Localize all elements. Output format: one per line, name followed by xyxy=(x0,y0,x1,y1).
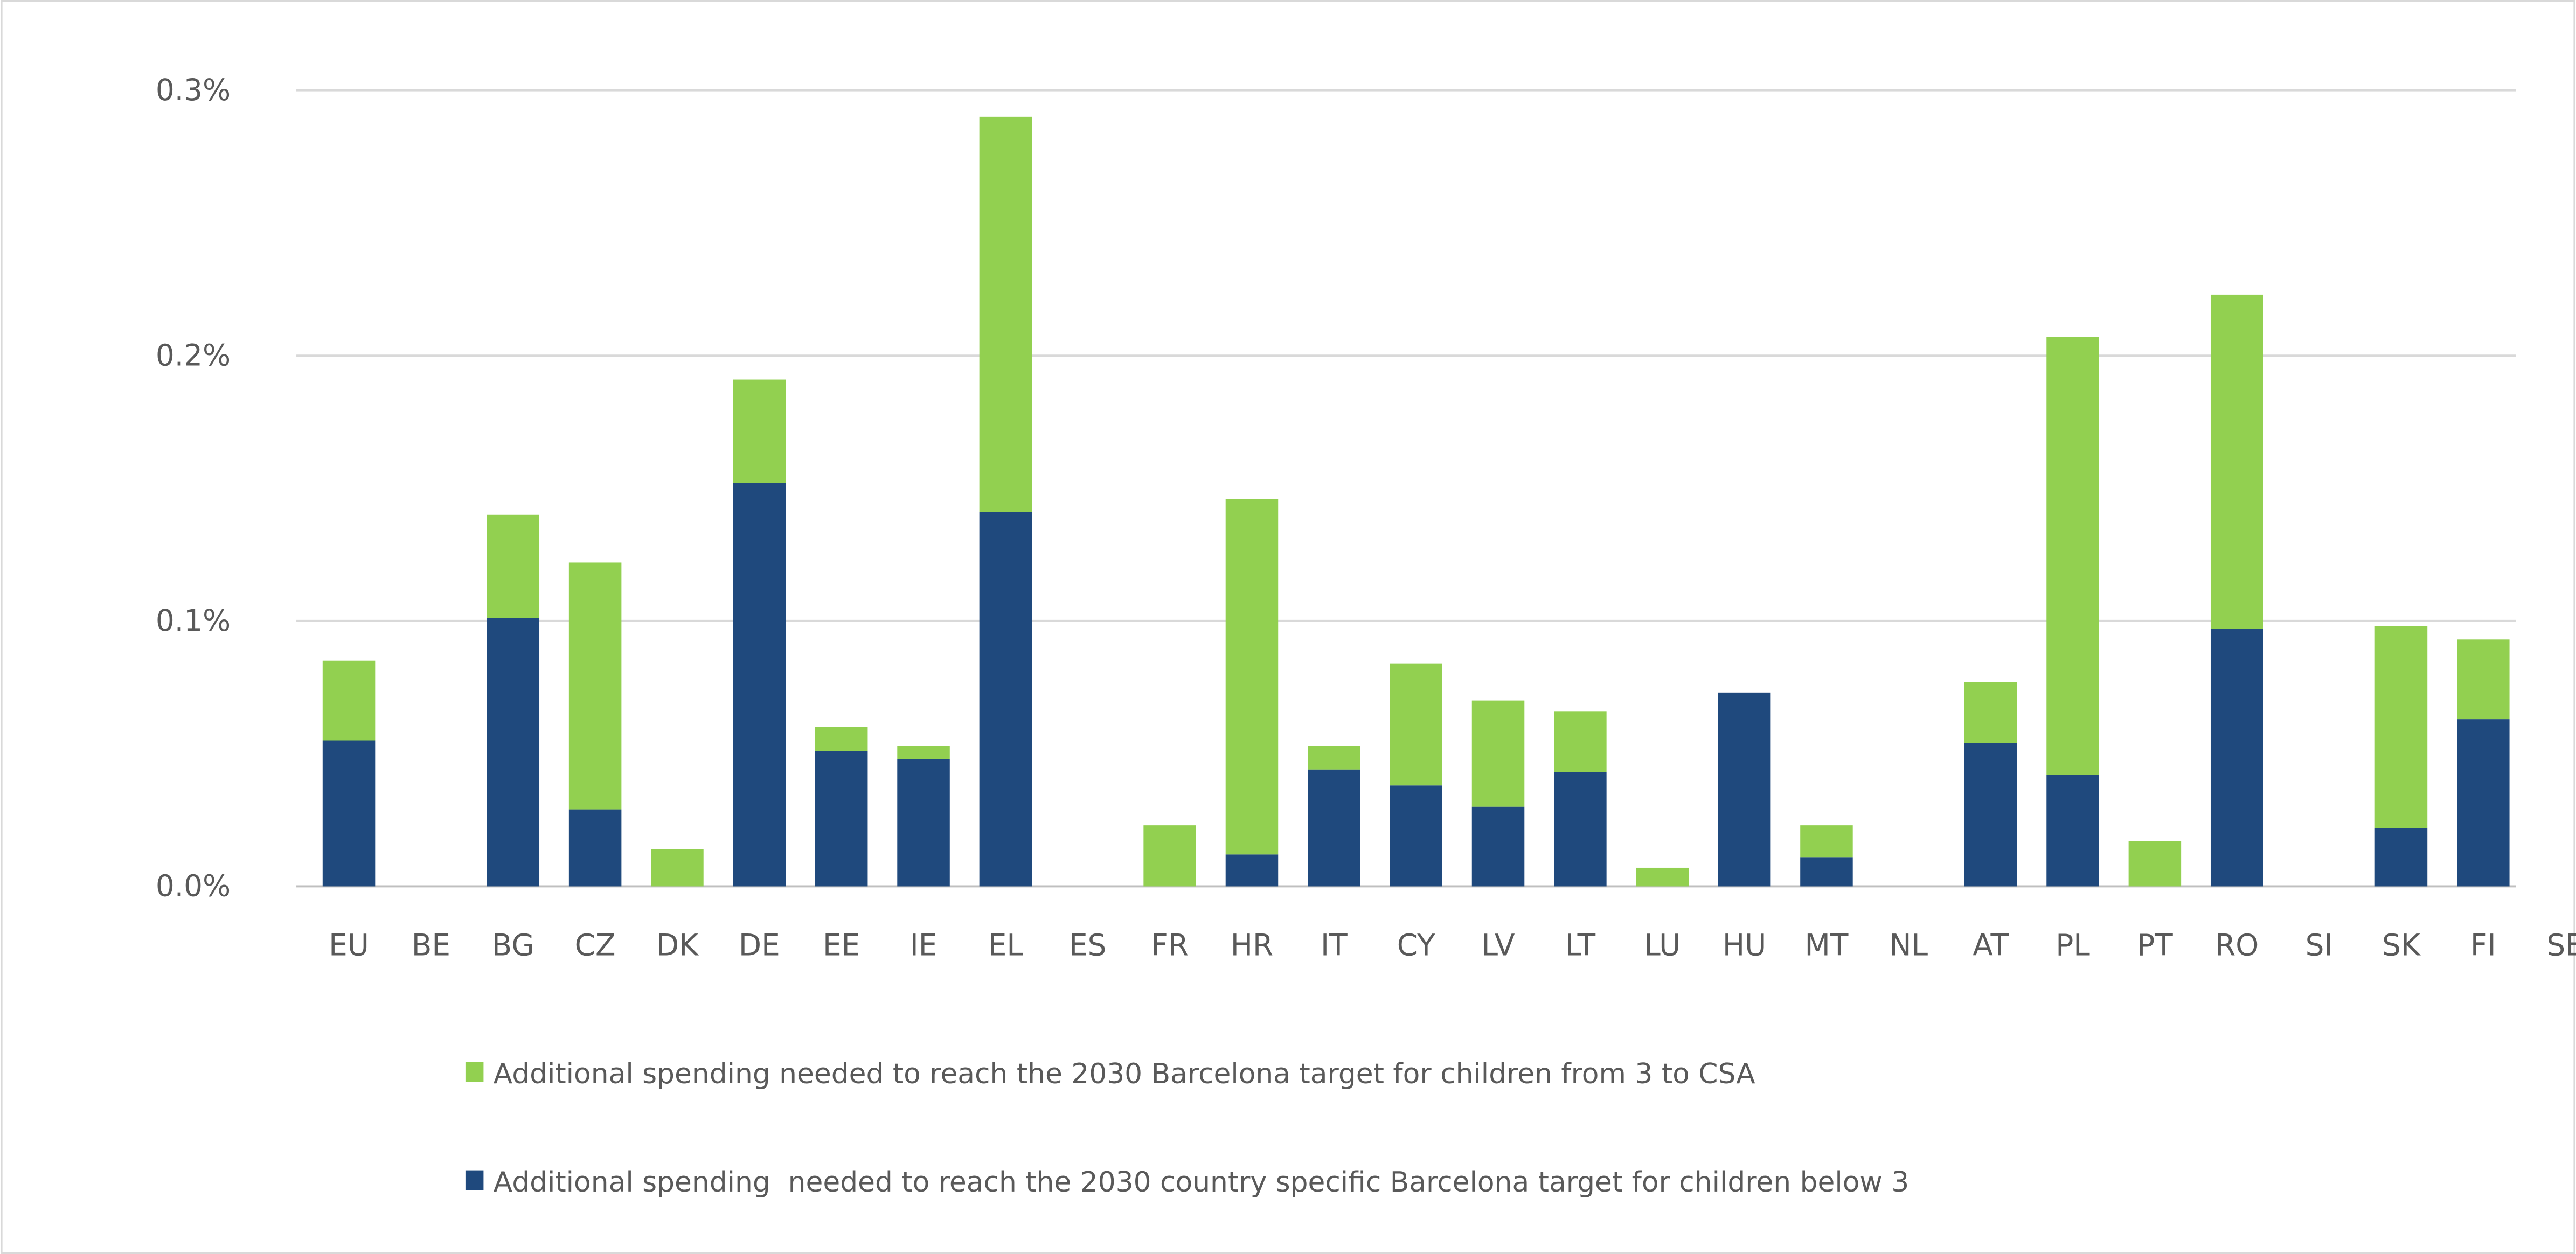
x-tick-label: FR xyxy=(1151,928,1189,962)
x-tick-label: BG xyxy=(492,928,534,962)
bar-PL-series-0 xyxy=(2046,775,2099,887)
bar-DE-series-1 xyxy=(733,379,786,483)
bar-FI-series-1 xyxy=(2457,639,2510,720)
bar-DE-series-0 xyxy=(733,483,786,887)
y-tick-label: 0.3% xyxy=(156,73,231,107)
bar-SK-series-0 xyxy=(2374,828,2428,887)
bar-IE-series-1 xyxy=(897,746,950,759)
bar-HU-series-0 xyxy=(1718,692,1771,887)
legend-swatch-green xyxy=(465,1062,484,1082)
x-tick-label: RO xyxy=(2215,928,2259,962)
bar-MT-series-0 xyxy=(1800,857,1853,887)
bar-CZ-series-0 xyxy=(568,809,622,887)
x-tick-label: DK xyxy=(656,928,699,962)
bar-RO-series-1 xyxy=(2210,294,2263,629)
bar-LU-series-1 xyxy=(1636,867,1689,887)
legend: Additional spending needed to reach the … xyxy=(465,1058,1910,1199)
x-tick-label: EL xyxy=(988,928,1024,962)
bar-MT-series-1 xyxy=(1800,825,1853,858)
x-tick-label: AT xyxy=(1973,928,2009,962)
x-tick-label: CY xyxy=(1397,928,1435,962)
x-tick-label: MT xyxy=(1805,928,1849,962)
x-tick-label: SK xyxy=(2382,928,2421,962)
x-tick-label: SE xyxy=(2546,928,2576,962)
bar-BG-series-1 xyxy=(487,514,540,618)
x-tick-label: DE xyxy=(739,928,780,962)
bar-LT-series-1 xyxy=(1554,711,1607,772)
x-tick-label: PT xyxy=(2137,928,2173,962)
x-tick-label: HR xyxy=(1231,928,1273,962)
y-tick-label: 0.1% xyxy=(156,603,231,638)
x-tick-label: EE xyxy=(823,928,860,962)
x-tick-label: HU xyxy=(1723,928,1766,962)
x-tick-label: SI xyxy=(2306,928,2333,962)
bar-EU-series-0 xyxy=(322,740,376,887)
bar-IT-series-0 xyxy=(1308,769,1360,887)
x-tick-label: CZ xyxy=(575,928,616,962)
bar-FR-series-1 xyxy=(1143,825,1196,887)
bar-BG-series-0 xyxy=(487,618,540,887)
x-tick-label: FI xyxy=(2470,928,2496,962)
bar-LV-series-0 xyxy=(1471,806,1525,887)
bar-CY-series-1 xyxy=(1390,663,1442,786)
bar-IT-series-1 xyxy=(1308,746,1360,770)
bar-HR-series-0 xyxy=(1225,854,1279,887)
bar-DK-series-1 xyxy=(651,849,704,887)
x-tick-label: EU xyxy=(329,928,369,962)
bar-CY-series-0 xyxy=(1390,785,1442,887)
bar-LV-series-1 xyxy=(1471,700,1525,807)
bar-AT-series-1 xyxy=(1964,682,2017,743)
bar-EE-series-1 xyxy=(815,727,868,751)
bar-EL-series-1 xyxy=(979,116,1032,512)
bar-PL-series-1 xyxy=(2046,337,2099,775)
x-tick-label: NL xyxy=(1890,928,1928,962)
y-tick-label: 0.2% xyxy=(156,338,231,372)
legend-swatch-blue xyxy=(465,1170,484,1190)
bar-LT-series-0 xyxy=(1554,772,1607,887)
bar-HR-series-1 xyxy=(1225,499,1279,855)
bar-AT-series-0 xyxy=(1964,743,2017,887)
bar-EL-series-0 xyxy=(979,512,1032,887)
x-tick-label: ES xyxy=(1069,928,1106,962)
x-tick-label: PL xyxy=(2056,928,2090,962)
x-tick-label: IE xyxy=(910,928,938,962)
x-tick-label: LU xyxy=(1644,928,1681,962)
x-tick-label: LV xyxy=(1482,928,1516,962)
x-tick-label: LT xyxy=(1565,928,1596,962)
bar-IE-series-0 xyxy=(897,758,950,887)
x-tick-label: BE xyxy=(412,928,450,962)
bar-PT-series-1 xyxy=(2128,841,2182,887)
y-tick-label: 0.0% xyxy=(156,869,231,903)
bar-EU-series-1 xyxy=(322,660,376,741)
bar-EE-series-0 xyxy=(815,751,868,887)
legend-label-3-to-csa: Additional spending needed to reach the … xyxy=(494,1058,1755,1090)
bar-SK-series-1 xyxy=(2374,626,2428,828)
x-tick-label: IT xyxy=(1321,928,1348,962)
legend-label-below-3: Additional spending needed to reach the … xyxy=(494,1166,1910,1199)
bar-CZ-series-1 xyxy=(568,562,622,810)
bar-FI-series-0 xyxy=(2457,719,2510,887)
bar-RO-series-0 xyxy=(2210,629,2263,887)
